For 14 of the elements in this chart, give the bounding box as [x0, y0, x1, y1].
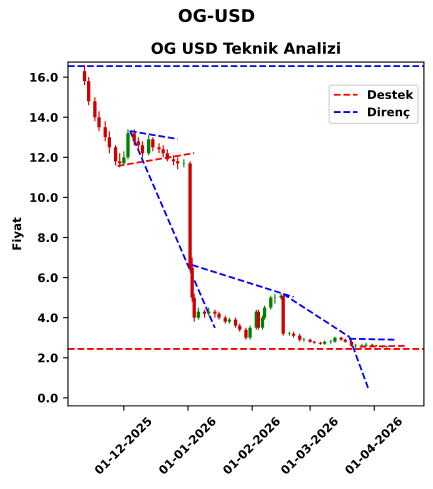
y-tick-label: 6.0	[38, 273, 58, 282]
legend-label: Destek	[368, 90, 414, 100]
y-tick-label: 10.0	[30, 193, 58, 202]
chart-title: OG-USD	[178, 9, 254, 22]
y-tick-label: 16.0	[30, 72, 58, 82]
y-tick-label: 0.0	[38, 394, 58, 403]
y-tick-label: 4.0	[38, 313, 58, 322]
y-axis-title: Fiyat	[12, 218, 24, 250]
y-tick-label: 2.0	[38, 353, 58, 362]
y-tick-label: 14.0	[30, 112, 58, 122]
legend-label: Direnç	[368, 107, 410, 119]
y-tick-label: 12.0	[30, 153, 58, 162]
chart-subtitle: OG USD Teknik Analizi	[152, 42, 340, 54]
y-tick-label: 8.0	[38, 233, 58, 242]
